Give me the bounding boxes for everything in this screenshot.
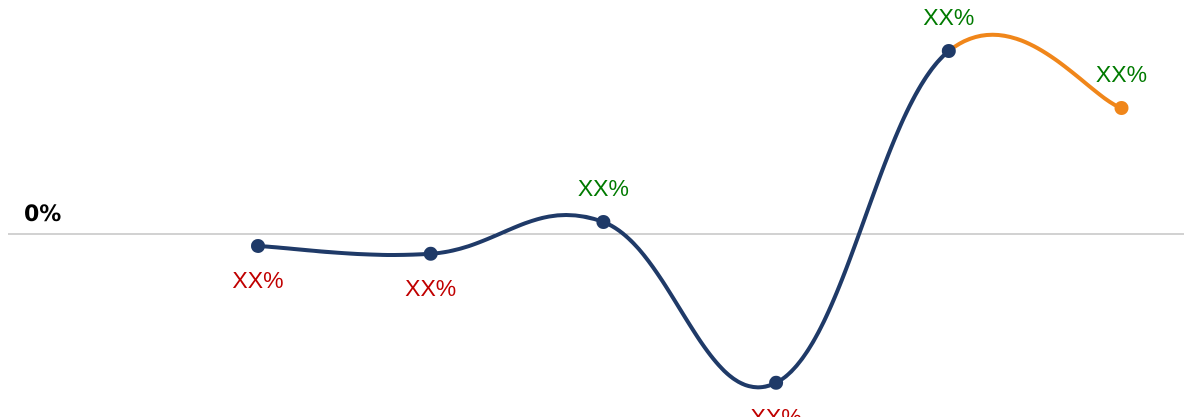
data-label-4: XX% <box>751 404 802 417</box>
data-point-2 <box>423 246 438 261</box>
data-point-3 <box>596 215 611 229</box>
data-labels: XX% XX% XX% XX% XX% XX% <box>232 4 1147 417</box>
data-point-1 <box>251 239 265 253</box>
data-point-6 <box>1114 101 1129 115</box>
data-points <box>251 44 1129 390</box>
data-point-5 <box>941 44 956 58</box>
data-label-2: XX% <box>405 275 456 301</box>
data-label-6: XX% <box>1096 61 1147 87</box>
data-point-4 <box>769 375 784 390</box>
data-label-1: XX% <box>232 267 283 293</box>
data-label-5: XX% <box>923 4 974 30</box>
y-tick-label-zero: 0% <box>24 202 61 227</box>
series-line-projected <box>946 32 1124 110</box>
series-line-actual <box>256 49 951 390</box>
data-label-3: XX% <box>578 175 629 201</box>
